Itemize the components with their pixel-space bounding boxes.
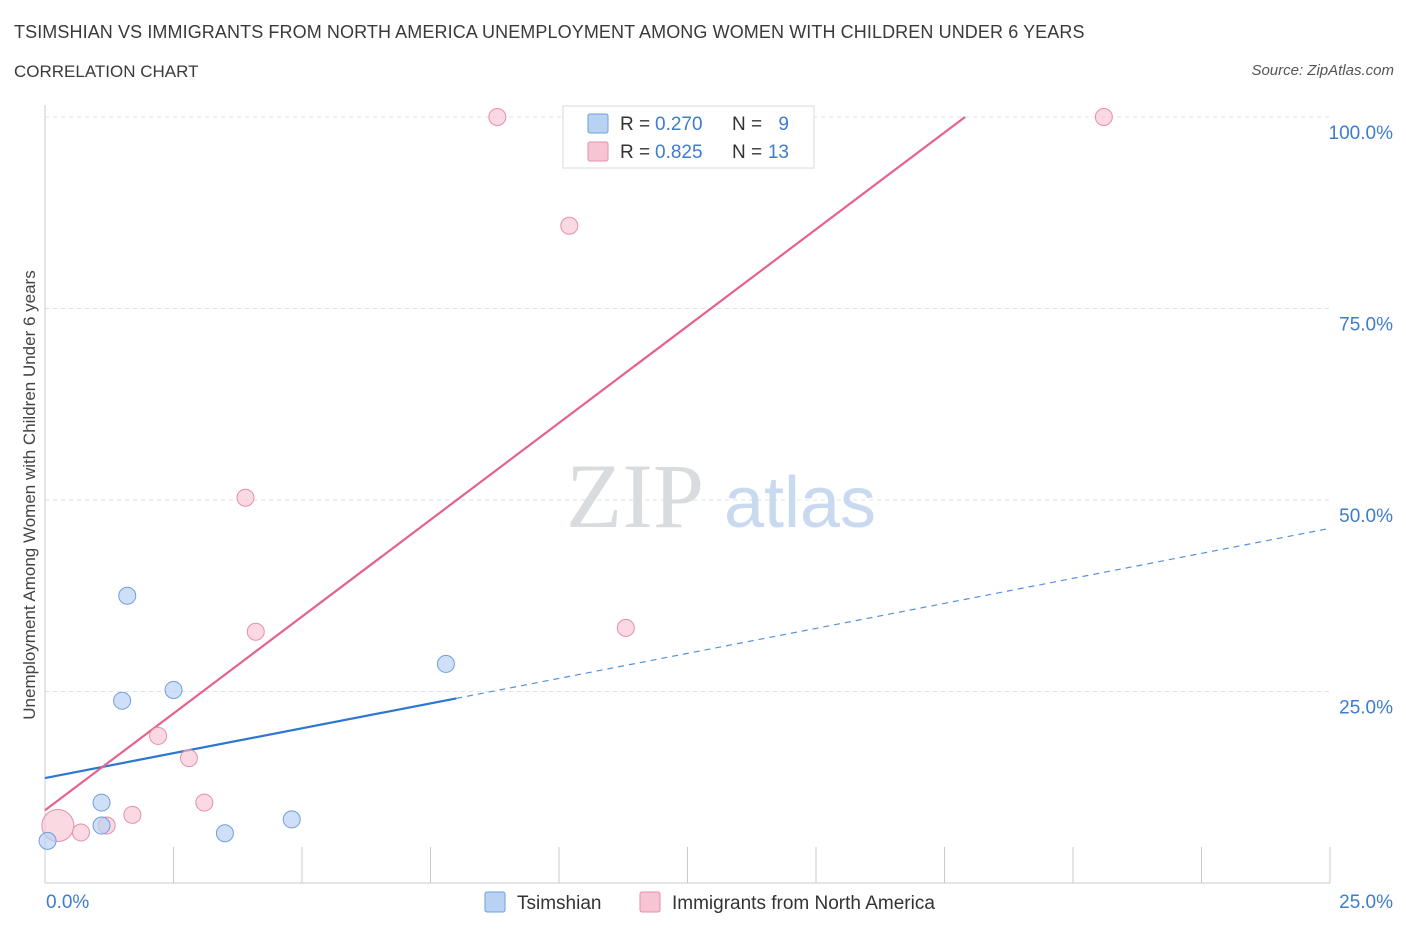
data-point-immigrants	[71, 823, 90, 842]
data-point-immigrants	[236, 488, 255, 507]
data-point-tsimshian	[436, 654, 455, 673]
legend-swatch-tsimshian	[484, 891, 506, 913]
x-tick-label: 0.0%	[46, 892, 89, 913]
x-tick-label: 25.0%	[1339, 892, 1393, 913]
data-point-immigrants	[488, 108, 507, 126]
data-point-tsimshian	[92, 816, 111, 835]
stats-n-label: N =	[732, 114, 762, 135]
data-point-tsimshian	[113, 691, 132, 710]
gridlines	[45, 116, 1330, 692]
chart-title: TSIMSHIAN VS IMMIGRANTS FROM NORTH AMERI…	[14, 22, 1085, 42]
trend-line-immigrants	[44, 116, 966, 812]
legend-label-tsimshian: Tsimshian	[517, 893, 601, 914]
data-point-tsimshian	[118, 586, 137, 605]
data-point-immigrants	[246, 622, 265, 641]
data-point-immigrants	[179, 749, 198, 768]
trend-line-tsimshian	[44, 697, 457, 780]
y-tick-label: 50.0%	[1339, 506, 1393, 527]
legend-swatch-immigrants	[639, 891, 661, 913]
trend-lines	[44, 116, 1331, 812]
data-point-immigrants	[149, 726, 168, 745]
watermark-atlas: atlas	[724, 463, 876, 543]
data-point-tsimshian	[92, 793, 111, 812]
data-point-immigrants	[1094, 108, 1113, 126]
data-point-immigrants	[123, 805, 142, 824]
watermark: ZIP atlas	[566, 445, 876, 547]
data-point-immigrants	[560, 216, 579, 235]
stats-r-value: 0.270	[655, 114, 703, 135]
stats-r-label: R =	[620, 142, 650, 163]
source-credit: Source: ZipAtlas.com	[1251, 62, 1394, 79]
trend-line-tsimshian-extrapolated	[456, 527, 1331, 699]
watermark-zip: ZIP	[566, 445, 704, 547]
data-point-tsimshian	[38, 831, 57, 850]
data-point-tsimshian	[164, 680, 183, 699]
stats-legend: R = 0.270 N = 9 R = 0.825 N = 13	[562, 105, 815, 169]
y-tick-label: 25.0%	[1339, 698, 1393, 719]
stats-swatch-immigrants	[587, 141, 609, 162]
stats-n-value: 9	[778, 114, 789, 135]
stats-r-value: 0.825	[655, 142, 703, 163]
data-point-immigrants	[195, 793, 214, 812]
data-point-tsimshian	[282, 810, 301, 829]
axes	[44, 105, 1331, 884]
y-tick-label: 75.0%	[1339, 315, 1393, 336]
data-point-tsimshian	[215, 824, 234, 843]
stats-swatch-tsimshian	[587, 113, 609, 134]
data-points	[38, 108, 1113, 850]
y-tick-label: 100.0%	[1329, 123, 1394, 144]
data-point-immigrants	[616, 618, 635, 637]
stats-n-label: N =	[732, 142, 762, 163]
legend-label-immigrants: Immigrants from North America	[672, 893, 935, 914]
series-legend: Tsimshian Immigrants from North America	[484, 891, 935, 914]
stats-r-label: R =	[620, 114, 650, 135]
stats-n-value: 13	[768, 142, 789, 163]
tick-labels: 100.0% 75.0% 50.0% 25.0% 0.0% 25.0%	[46, 123, 1393, 913]
chart-subtitle: CORRELATION CHART	[14, 62, 199, 81]
